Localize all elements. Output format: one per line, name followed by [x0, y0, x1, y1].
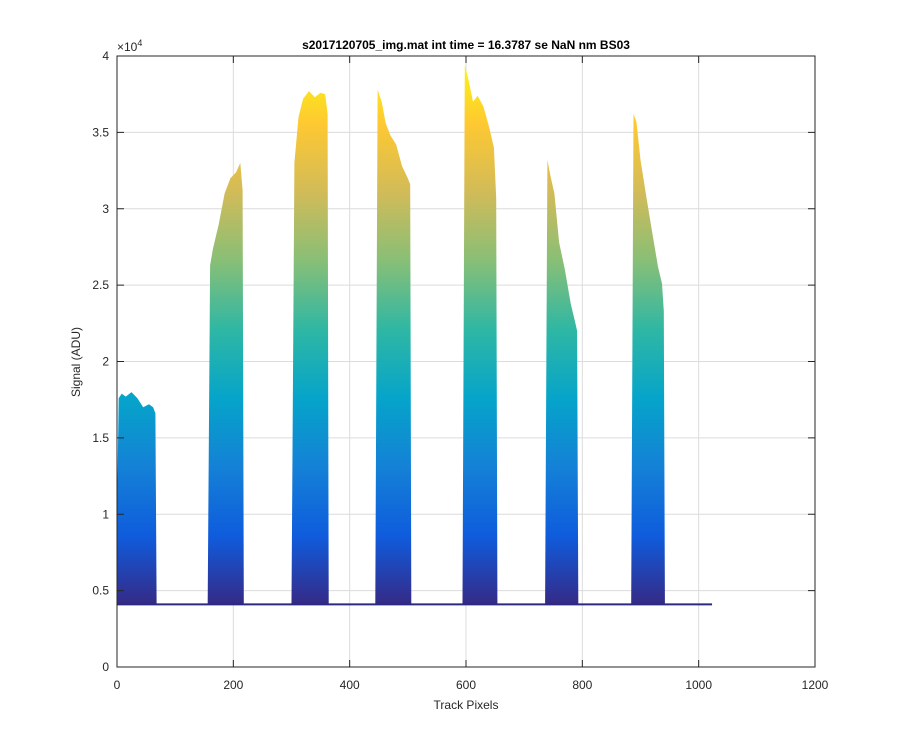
y-tick-label: 1.5 — [92, 431, 109, 445]
x-tick-label: 800 — [572, 678, 592, 692]
x-tick-label: 600 — [456, 678, 476, 692]
y-tick-label: 3 — [102, 202, 109, 216]
x-axis-label: Track Pixels — [434, 698, 499, 712]
signal-peak — [631, 114, 665, 605]
signal-peak — [545, 159, 579, 605]
y-axis-label: Signal (ADU) — [69, 327, 83, 397]
x-tick-label: 200 — [223, 678, 243, 692]
signal-peak — [462, 65, 498, 605]
chart-title: s2017120705_img.mat int time = 16.3787 s… — [302, 38, 630, 52]
signal-peak — [207, 162, 244, 605]
y-exponent-power: 4 — [137, 38, 142, 48]
y-tick-label: 0.5 — [92, 584, 109, 598]
y-tick-label: 0 — [102, 660, 109, 674]
y-tick-label: 3.5 — [92, 125, 109, 139]
x-tick-label: 1000 — [685, 678, 712, 692]
y-tick-label: 1 — [102, 507, 109, 521]
y-tick-label: 2.5 — [92, 278, 109, 292]
y-tick-label: 2 — [102, 355, 109, 369]
x-tick-label: 1200 — [802, 678, 829, 692]
x-tick-labels: 0 200 400 600 800 1000 1200 — [114, 678, 829, 692]
y-exponent-label: ×104 — [117, 38, 142, 54]
y-tick-label: 4 — [102, 49, 109, 63]
axis-ticks — [116, 55, 816, 668]
x-tick-label: 400 — [340, 678, 360, 692]
signal-peak — [291, 91, 329, 605]
signal-areas — [117, 65, 665, 605]
y-exponent-base: ×10 — [117, 40, 138, 54]
signal-peak — [117, 392, 157, 605]
x-tick-label: 0 — [114, 678, 121, 692]
signal-peak — [375, 89, 412, 605]
y-tick-labels: 0 0.5 1 1.5 2 2.5 3 3.5 4 — [92, 49, 109, 674]
